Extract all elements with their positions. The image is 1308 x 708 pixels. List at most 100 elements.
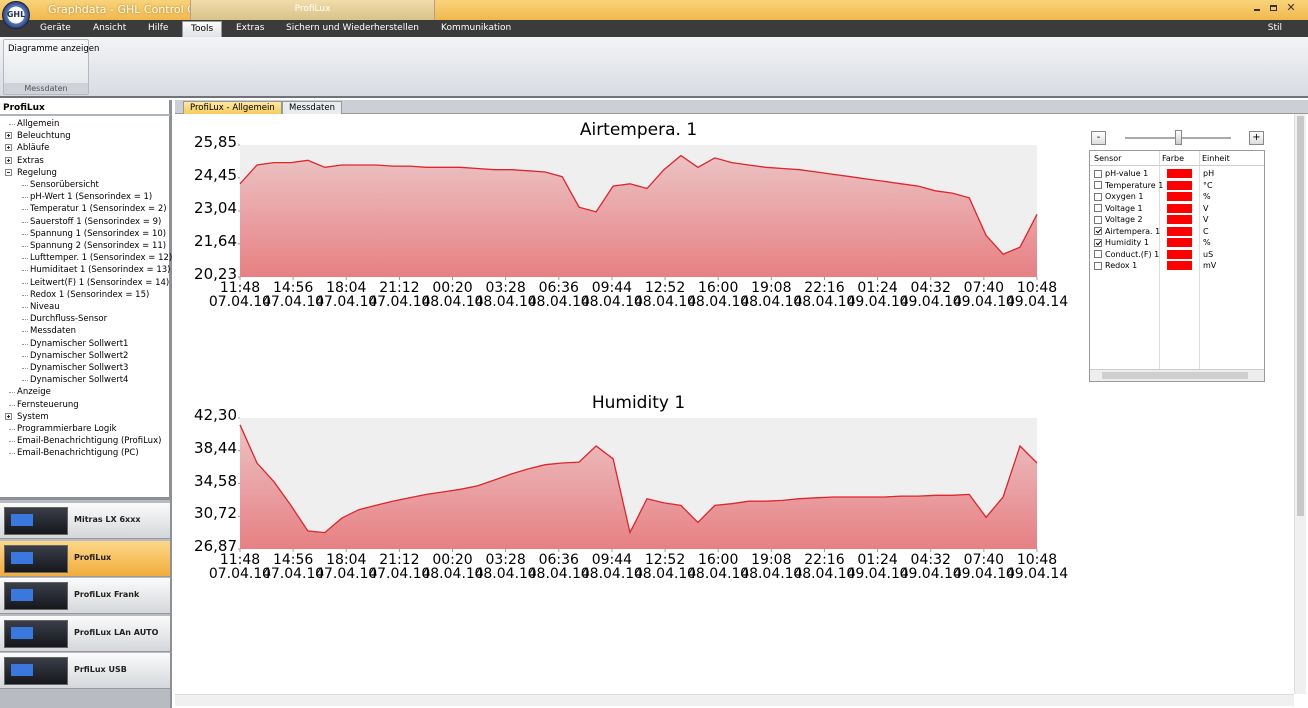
- expander-bar: [8, 146, 9, 150]
- tree-item[interactable]: Dynamischer Sollwert2: [30, 350, 129, 361]
- color-swatch[interactable]: [1167, 226, 1192, 236]
- column-line: [1199, 151, 1200, 369]
- menu-item[interactable]: Tools: [182, 21, 223, 37]
- panel-scrollbar[interactable]: [1090, 369, 1264, 381]
- checkbox[interactable]: [1094, 215, 1102, 224]
- menu-item[interactable]: Sichern und Wiederherstellen: [286, 23, 419, 33]
- scroll-thumb[interactable]: [1102, 372, 1248, 379]
- tree-item[interactable]: System: [17, 411, 49, 422]
- expander-bar: [8, 158, 9, 162]
- x-tick-label: 14:56 07.04.14: [261, 552, 325, 582]
- check-mark: [1095, 227, 1102, 234]
- tree-item[interactable]: Spannung 1 (Sensorindex = 10): [30, 228, 167, 239]
- tree-item[interactable]: Redox 1 (Sensorindex = 15): [30, 289, 150, 300]
- tree-item[interactable]: pH-Wert 1 (Sensorindex = 1): [30, 192, 153, 203]
- menu-item[interactable]: Geräte: [40, 23, 71, 33]
- x-tick-label: 04:32 09.04.14: [899, 280, 962, 310]
- style-menu[interactable]: Stil: [1267, 23, 1282, 33]
- scroll-thumb[interactable]: [1297, 116, 1304, 516]
- tree-expander[interactable]: [5, 168, 12, 176]
- checkbox[interactable]: [1094, 204, 1102, 212]
- color-swatch[interactable]: [1167, 238, 1192, 247]
- color-swatch[interactable]: [1167, 203, 1192, 213]
- close-button[interactable]: ✕: [1286, 1, 1296, 14]
- color-swatch[interactable]: [1167, 261, 1192, 270]
- tree-item[interactable]: Programmierbare Logik: [17, 424, 117, 434]
- checkbox[interactable]: [1094, 227, 1102, 235]
- tree-item[interactable]: Beleuchtung: [17, 131, 71, 142]
- menu-item[interactable]: Hilfe: [148, 23, 169, 33]
- tree-expander[interactable]: [5, 132, 12, 140]
- tree-item[interactable]: Messdaten: [30, 326, 76, 337]
- app-logo[interactable]: GHL: [2, 1, 30, 29]
- tree-connector: [22, 343, 28, 345]
- checkbox[interactable]: [1094, 181, 1102, 189]
- tree-item[interactable]: Fernsteuerung: [17, 399, 79, 410]
- tab[interactable]: ProfiLux - Allgemein: [183, 101, 282, 114]
- device-button[interactable]: ProfiLux: [0, 540, 170, 577]
- tree-item[interactable]: Humiditaet 1 (Sensorindex = 13): [30, 265, 171, 276]
- tree-item[interactable]: Dynamischer Sollwert3: [30, 363, 129, 373]
- checkbox[interactable]: [1094, 238, 1102, 247]
- color-swatch[interactable]: [1167, 180, 1192, 190]
- tree-item[interactable]: Abläufe: [17, 143, 50, 154]
- tree-item[interactable]: Regelung: [17, 167, 57, 178]
- menu-item[interactable]: Ansicht: [93, 23, 127, 33]
- color-swatch[interactable]: [1167, 192, 1192, 201]
- menu-item[interactable]: Extras: [236, 23, 265, 33]
- tree-expander[interactable]: [5, 412, 12, 420]
- sensor-unit: uS: [1203, 249, 1214, 259]
- ribbon: Diagramme anzeigen Messdaten: [0, 37, 1308, 98]
- tab[interactable]: Messdaten: [282, 101, 342, 114]
- color-swatch[interactable]: [1167, 215, 1192, 224]
- device-button[interactable]: ProfiLux Frank: [0, 578, 170, 614]
- tab-strip: ProfiLux - Allgemein Messdaten: [175, 100, 1308, 114]
- x-tick-label: 09:44 08.04.14: [580, 280, 644, 310]
- tree-item[interactable]: Dynamischer Sollwert1: [30, 338, 129, 349]
- tree-item[interactable]: Email-Benachrichtigung (ProfiLux): [17, 436, 162, 447]
- zoom-out-button[interactable]: -: [1091, 131, 1106, 145]
- window-title: Graphdata - GHL Control Cent...: [48, 3, 224, 16]
- tree-item[interactable]: Durchfluss-Sensor: [30, 314, 108, 325]
- tree-expander[interactable]: [5, 156, 12, 164]
- device-label: ProfiLux Frank: [74, 590, 140, 599]
- tree-item[interactable]: Allgemein: [17, 119, 60, 129]
- tree-item[interactable]: Niveau: [30, 302, 60, 312]
- checkbox[interactable]: [1094, 261, 1102, 270]
- tree-item[interactable]: Temperatur 1 (Sensorindex = 2): [30, 204, 167, 215]
- menu-item[interactable]: Kommunikation: [441, 23, 512, 33]
- expander-bar: [7, 171, 10, 173]
- vertical-scrollbar[interactable]: [1294, 114, 1306, 694]
- zoom-in-button[interactable]: +: [1249, 131, 1264, 145]
- sensor-name: Redox 1: [1105, 261, 1138, 270]
- device-button[interactable]: ProfiLux LAn AUTO: [0, 615, 170, 652]
- restore-button[interactable]: [1267, 2, 1281, 14]
- tree-item[interactable]: Sauerstoff 1 (Sensorindex = 9): [30, 216, 162, 227]
- tree-item[interactable]: Dynamischer Sollwert4: [30, 375, 129, 386]
- tree-item[interactable]: Sensorübersicht: [30, 180, 99, 190]
- device-button[interactable]: Mitras LX 6xxx: [0, 503, 170, 539]
- tree-item[interactable]: Anzeige: [17, 387, 51, 398]
- color-swatch[interactable]: [1167, 249, 1192, 259]
- checkbox[interactable]: [1094, 192, 1102, 201]
- tree-item[interactable]: Spannung 2 (Sensorindex = 11): [30, 241, 167, 251]
- color-swatch[interactable]: [1167, 169, 1192, 178]
- checkbox[interactable]: [1094, 169, 1102, 178]
- tree-item[interactable]: Lufttemper. 1 (Sensorindex = 12): [30, 253, 173, 264]
- tree-item[interactable]: Leitwert(F) 1 (Sensorindex = 14): [30, 277, 170, 288]
- slider-thumb[interactable]: [1175, 130, 1182, 145]
- tree-item[interactable]: Extras: [17, 155, 44, 166]
- sensor-unit: pH: [1203, 169, 1215, 178]
- tree-item[interactable]: Email-Benachrichtigung (PC): [17, 448, 139, 459]
- ribbon-button[interactable]: Diagramme anzeigen: [8, 44, 100, 54]
- device-button[interactable]: PrfiLux USB: [0, 653, 170, 689]
- tree-expander[interactable]: [5, 144, 12, 152]
- checkbox[interactable]: [1094, 250, 1102, 258]
- x-tick-label: 09:44 08.04.14: [580, 552, 644, 582]
- minimize-button[interactable]: [1250, 2, 1264, 14]
- horizontal-scrollbar[interactable]: [175, 694, 1294, 706]
